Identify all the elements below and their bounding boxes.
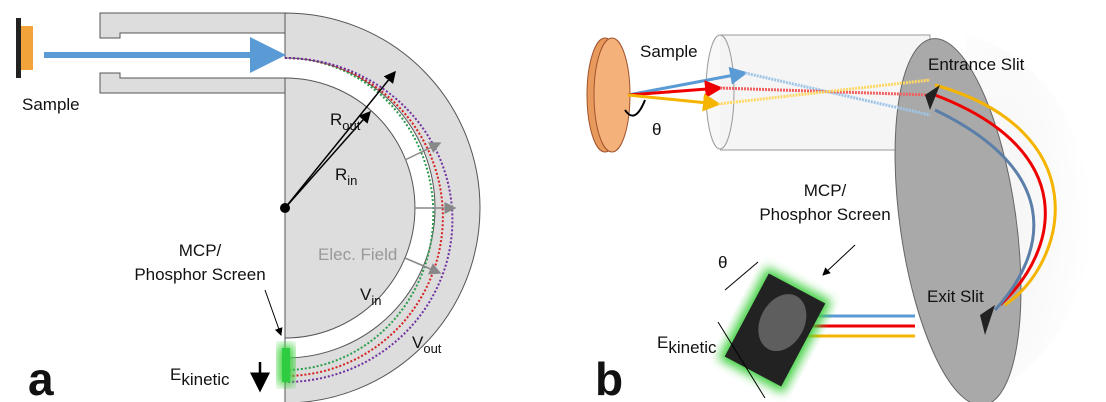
label: Elec. Field bbox=[318, 245, 397, 264]
sample-b bbox=[594, 38, 630, 152]
tube-wall bbox=[100, 73, 285, 93]
label-part: in bbox=[347, 173, 357, 188]
panel-a: Sample Rout Rin Elec. Field Vin Vout MCP… bbox=[16, 13, 480, 402]
label: θ bbox=[718, 253, 727, 272]
label: Sample bbox=[22, 95, 80, 114]
label: Ekinetic bbox=[657, 333, 717, 357]
label: Phosphor Screen bbox=[759, 205, 890, 224]
inner-hemisphere bbox=[285, 78, 415, 338]
label: Entrance Slit bbox=[928, 55, 1025, 74]
sample-a-face bbox=[21, 26, 33, 70]
label-part: R bbox=[330, 110, 342, 129]
label-part: kinetic bbox=[181, 370, 230, 389]
label: MCP/ bbox=[179, 241, 222, 260]
label-part: out bbox=[423, 341, 441, 356]
label-part: V bbox=[412, 333, 424, 352]
label: Sample bbox=[640, 42, 698, 61]
label-part: E bbox=[657, 333, 668, 352]
panel-b: Sample θ Entrance Slit Exit Slit MCP/ Ph… bbox=[587, 31, 1090, 402]
figure: Sample Rout Rin Elec. Field Vin Vout MCP… bbox=[0, 0, 1106, 402]
label: Exit Slit bbox=[927, 287, 984, 306]
label: Phosphor Screen bbox=[134, 265, 265, 284]
label-part: V bbox=[360, 285, 372, 304]
sample-a bbox=[16, 18, 21, 78]
panel-label: a bbox=[28, 353, 54, 402]
detector-b bbox=[718, 267, 832, 394]
label: Ekinetic bbox=[170, 365, 230, 389]
panel-label: b bbox=[595, 353, 623, 402]
label-part: out bbox=[342, 118, 360, 133]
label: θ bbox=[652, 120, 661, 139]
tube-wall bbox=[100, 13, 285, 38]
label-part: E bbox=[170, 365, 181, 384]
label: MCP/ bbox=[804, 181, 847, 200]
label-part: in bbox=[371, 293, 381, 308]
label-part: R bbox=[335, 165, 347, 184]
label-part: kinetic bbox=[668, 338, 717, 357]
